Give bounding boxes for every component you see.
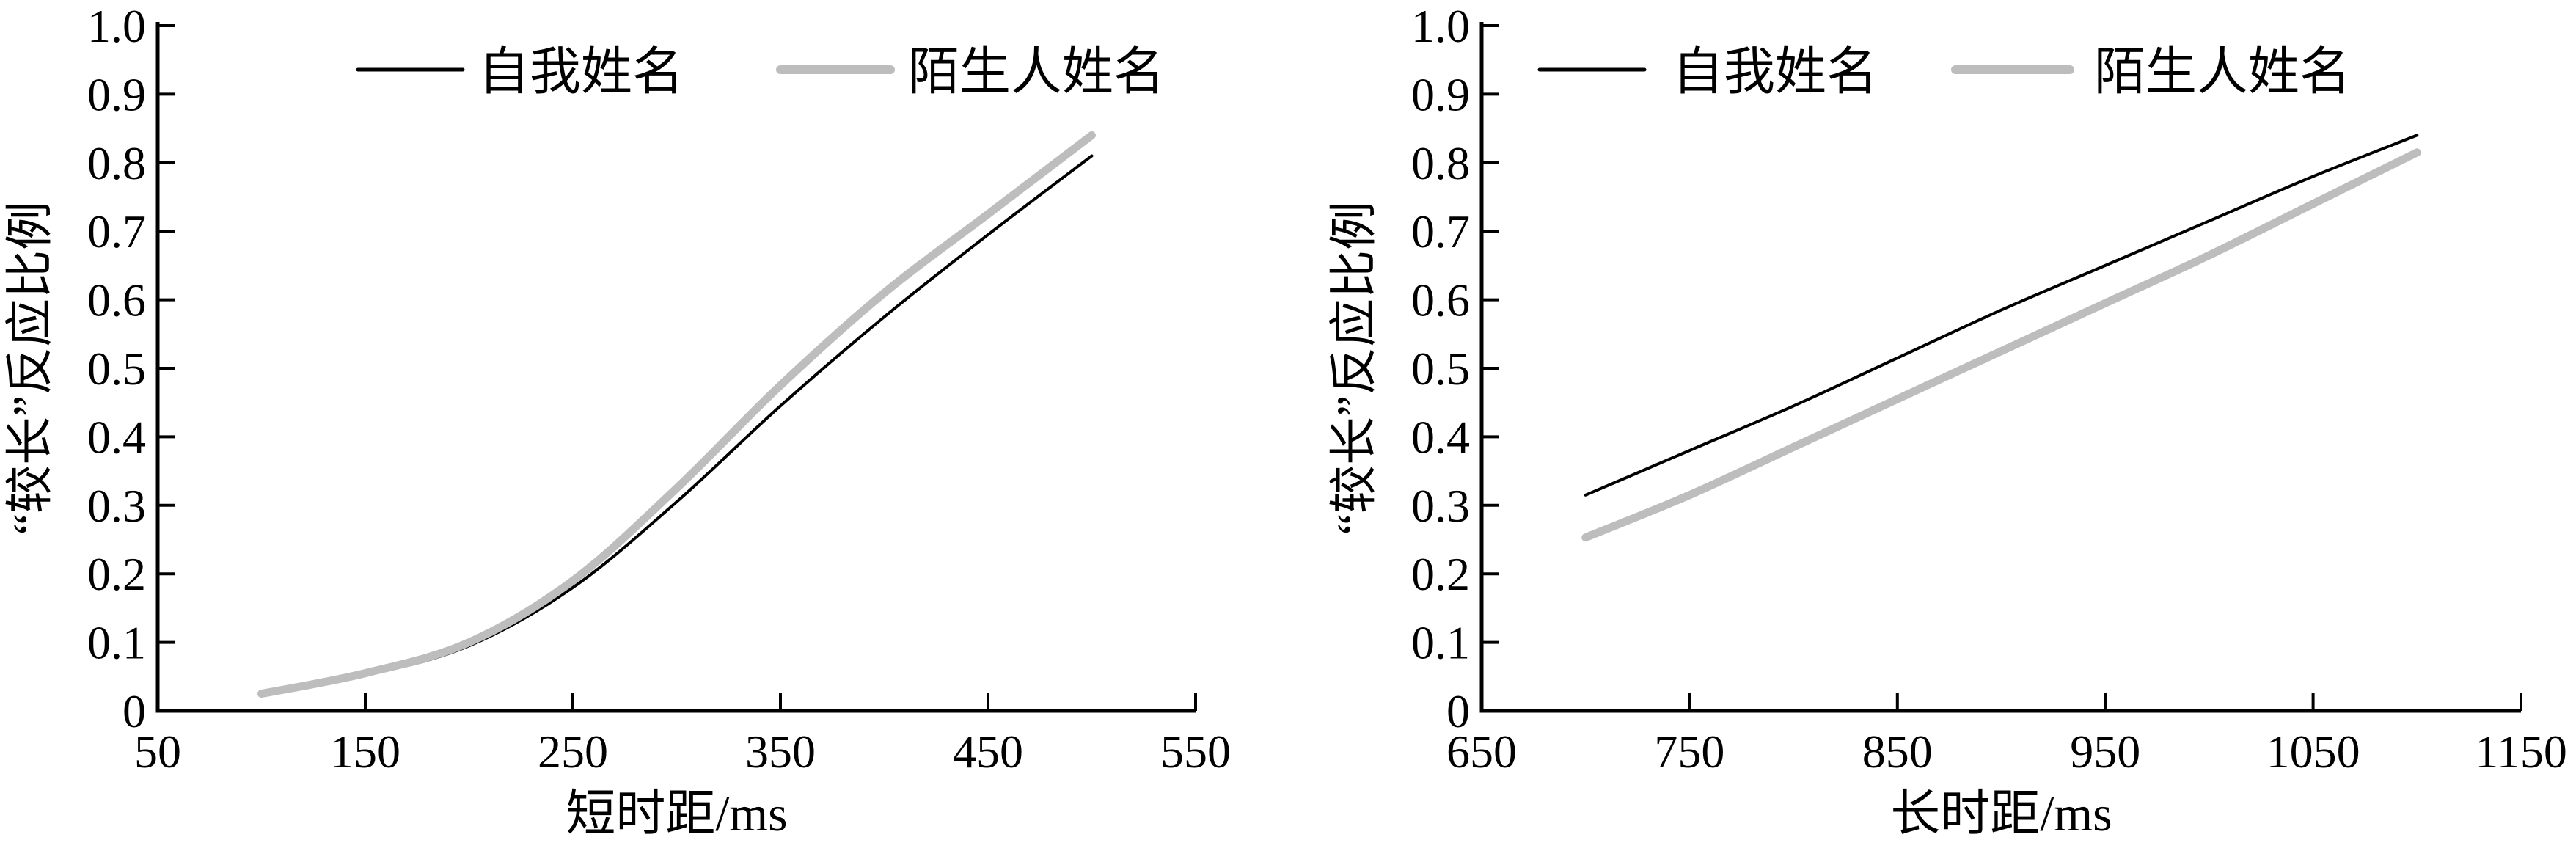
legend-label-self-name: 自我姓名 [478, 45, 684, 101]
y-tick-label: 0 [1446, 685, 1470, 737]
y-tick-label: 0.5 [87, 343, 146, 395]
long-duration-chart-svg: 0 0.1 0.2 0.3 0.4 0.5 0.6 0.7 0.8 0.9 1.0 650 750 850… [1328, 0, 2567, 841]
y-tick-label: 0.9 [1411, 68, 1470, 120]
y-tick-label: 0.9 [87, 68, 146, 120]
y-tick-label: 1.0 [87, 0, 146, 52]
x-tick-label: 650 [1446, 726, 1517, 778]
y-tick-label: 0.2 [87, 548, 146, 600]
x-tick-label: 950 [2070, 726, 2140, 778]
y-tick-label: 0.4 [87, 411, 146, 463]
series-stranger-name [257, 131, 1096, 698]
series-stranger-name [1581, 148, 2421, 542]
y-tick-label: 0 [122, 685, 146, 737]
y-axis-title: “较长”反应比例 [1328, 202, 1381, 536]
x-tick-label: 250 [538, 726, 608, 778]
x-tick-label: 350 [745, 726, 816, 778]
x-tick-label: 150 [330, 726, 400, 778]
x-tick-label: 1050 [2266, 726, 2360, 778]
y-tick-label: 0.6 [87, 274, 146, 326]
y-tick-label: 0.4 [1411, 411, 1470, 463]
y-tick-label: 0.7 [87, 205, 146, 258]
y-tick-label: 0.3 [1411, 480, 1470, 532]
legend-label-stranger-name: 陌生人姓名 [908, 45, 1165, 101]
series-self-name [260, 154, 1094, 695]
y-tick-label: 0.1 [1411, 617, 1470, 669]
y-tick-label: 0.7 [1411, 205, 1470, 258]
long-duration-chart: 0 0.1 0.2 0.3 0.4 0.5 0.6 0.7 0.8 0.9 1.0 650 750 850… [1288, 0, 2576, 851]
x-tick-label: 1150 [2475, 726, 2567, 778]
legend-label-self-name: 自我姓名 [1672, 45, 1878, 101]
y-tick-label: 0.8 [87, 137, 146, 189]
x-tick-label: 850 [1862, 726, 1933, 778]
y-tick-label: 0.3 [87, 480, 146, 532]
x-axis-title: 短时距/ms [566, 786, 787, 841]
y-tick-label: 0.2 [1411, 548, 1470, 600]
y-tick-label: 0.5 [1411, 343, 1470, 395]
legend-label-stranger-name: 陌生人姓名 [2094, 45, 2351, 101]
y-tick-label: 1.0 [1411, 0, 1470, 52]
y-axis-title: “较长”反应比例 [4, 202, 57, 536]
x-tick-label: 450 [953, 726, 1023, 778]
x-tick-label: 750 [1654, 726, 1724, 778]
x-tick-label: 50 [134, 726, 181, 778]
y-tick-label: 0.6 [1411, 274, 1470, 326]
series-self-name [1584, 134, 2419, 497]
y-tick-label: 0.1 [87, 617, 146, 669]
short-duration-chart-svg: 0 0.1 0.2 0.3 0.4 0.5 0.6 0.7 0.8 0.9 1.0 50 150 250 3… [4, 0, 1231, 841]
short-duration-chart: 0 0.1 0.2 0.3 0.4 0.5 0.6 0.7 0.8 0.9 1.0 50 150 250 3… [4, 0, 1231, 841]
x-axis-title: 长时距/ms [1890, 786, 2112, 841]
y-tick-label: 0.8 [1411, 137, 1470, 189]
x-tick-label: 550 [1160, 726, 1231, 778]
